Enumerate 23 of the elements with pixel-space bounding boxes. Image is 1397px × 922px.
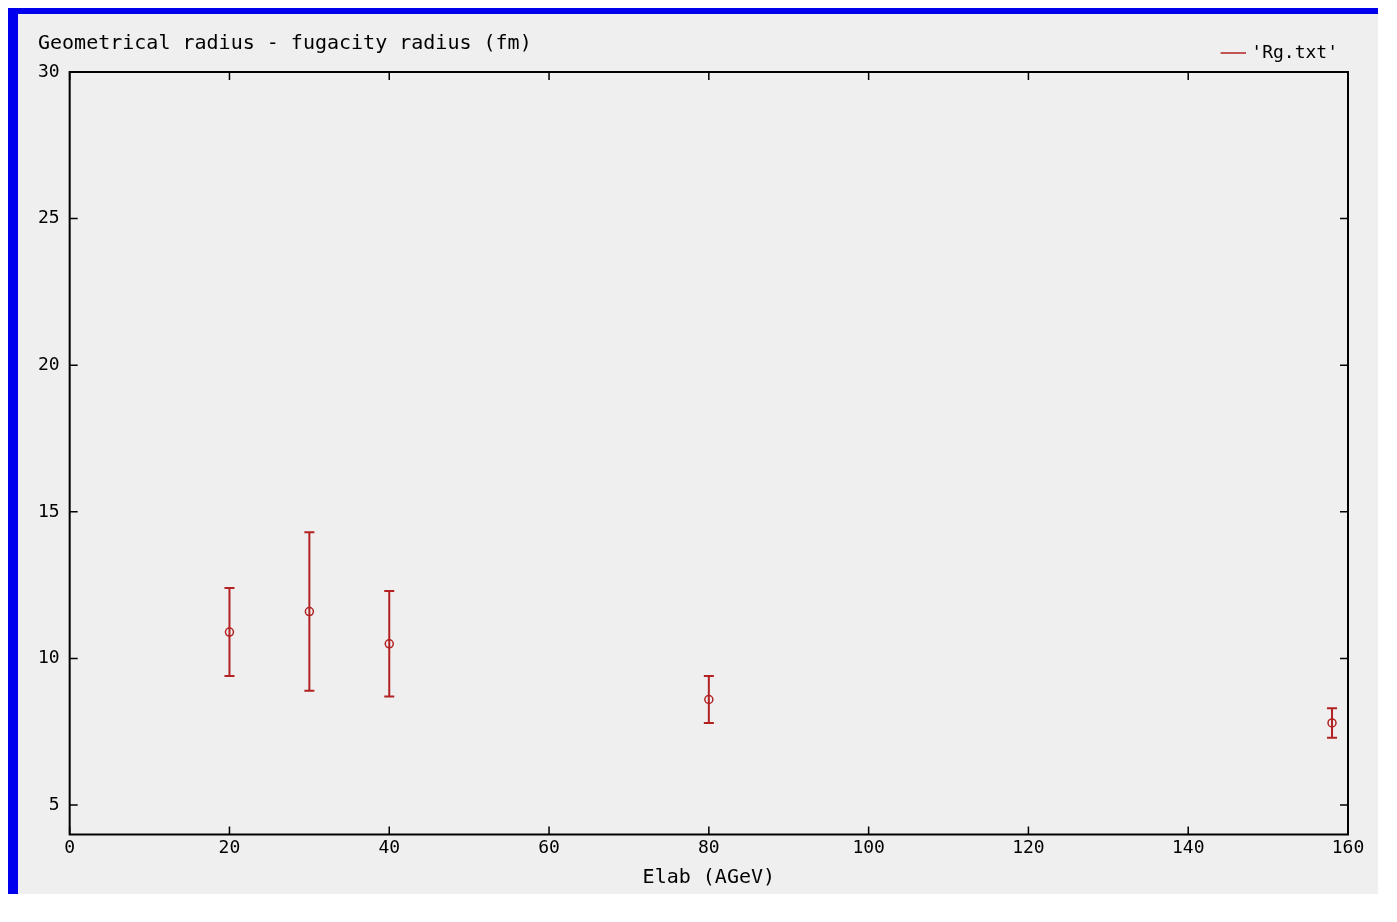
y-tick-label: 5 [48,792,60,814]
x-tick-label: 80 [697,835,720,857]
y-tick-label: 25 [37,206,60,228]
x-tick-label: 0 [64,835,76,857]
x-tick-label: 100 [852,835,885,857]
y-tick-label: 30 [37,59,60,81]
y-tick-label: 20 [37,352,60,374]
point [384,639,395,649]
point [304,606,315,617]
point [1327,718,1337,728]
x-tick-label: 40 [378,835,401,857]
point [704,694,714,705]
x-tick-label: 140 [1171,835,1205,857]
y-tick-label: 10 [37,646,60,668]
y-axis-title: Geometrical radius - fugacity radius (fm) [38,30,532,55]
x-tick-label: 160 [1331,835,1365,857]
x-tick-label: 60 [538,835,560,857]
x-axis-title: Elab (AGeV) [642,864,776,889]
point [224,627,235,637]
y-tick-label: 15 [37,499,60,521]
legend-label: 'Rg.txt' [1251,40,1339,62]
x-tick-label: 120 [1012,835,1045,857]
x-tick-label: 20 [218,835,241,857]
